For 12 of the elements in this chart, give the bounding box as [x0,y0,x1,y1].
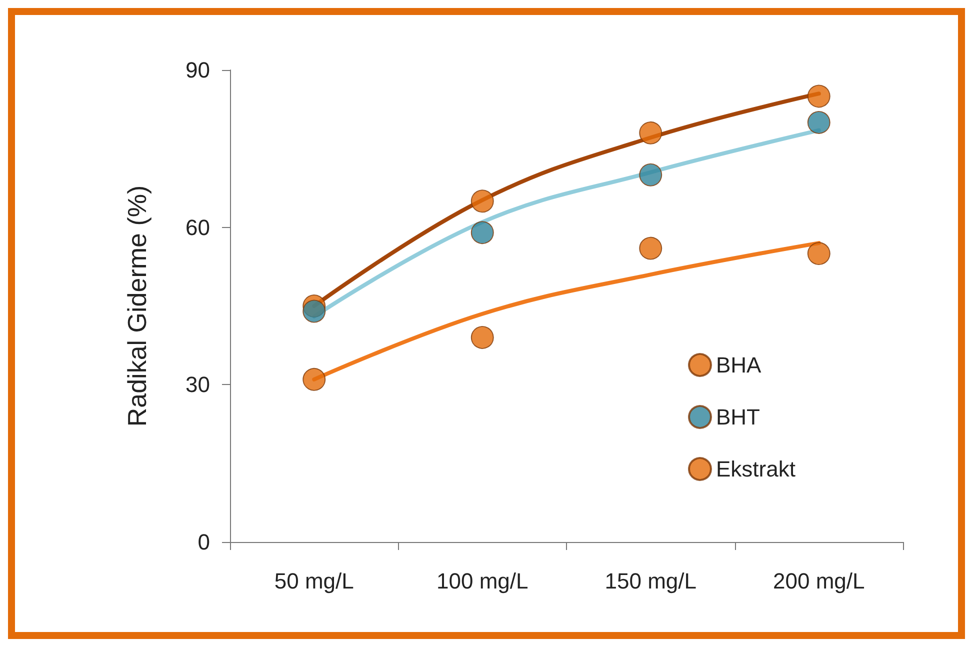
x-tick-label: 150 mg/L [604,568,696,594]
x-tick-label: 200 mg/L [773,568,865,594]
legend-label: BHT [716,404,760,430]
x-tick-label: 50 mg/L [274,568,354,594]
y-tick-label: 60 [186,214,210,240]
x-tick-label: 100 mg/L [436,568,528,594]
y-axis-title: Radikal Giderme (%) [122,185,152,427]
y-tick-label: 30 [186,372,210,398]
legend-label: Ekstrakt [716,456,796,482]
legend-label: BHA [716,352,762,378]
y-tick-label: 0 [198,530,210,554]
y-tick-label: 90 [186,58,210,82]
